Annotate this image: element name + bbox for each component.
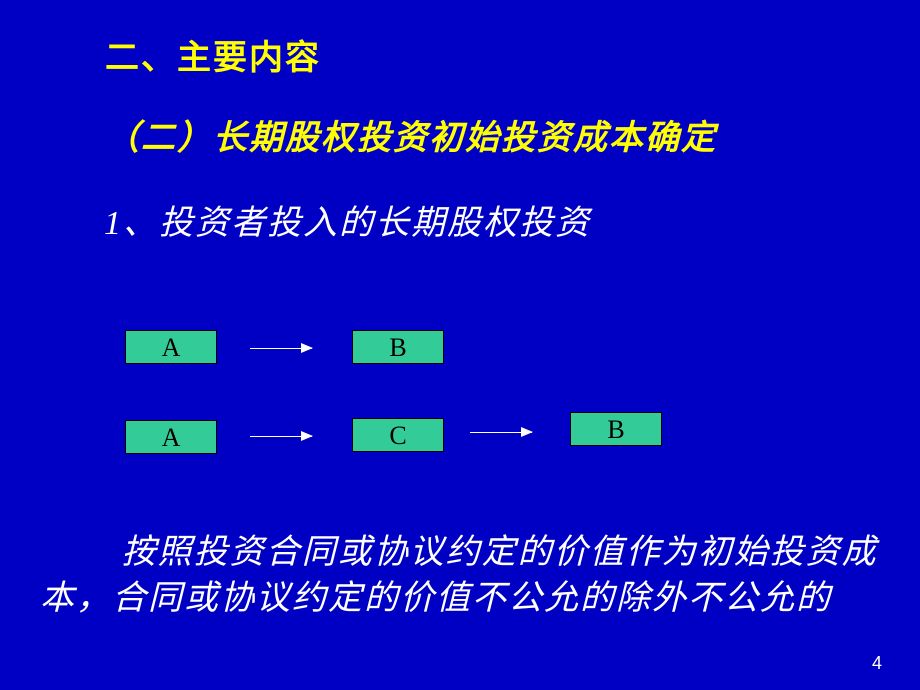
diagram-box-b1: B xyxy=(352,330,444,364)
diagram-box-a2: A xyxy=(125,420,217,454)
diagram-box-a1: A xyxy=(125,330,217,364)
list-item-1: 1、投资者投入的长期股权投资 xyxy=(104,195,591,244)
section-subtitle: （二）长期股权投资初始投资成本确定 xyxy=(105,110,717,159)
body-text-content: 按照投资合同或协议约定的价值作为初始投资成本，合同或协议约定的价值不公允的除外不… xyxy=(40,534,878,617)
arrow-icon xyxy=(250,348,312,349)
diagram-box-c: C xyxy=(352,418,444,452)
arrow-icon xyxy=(250,436,312,437)
section-title: 二、主要内容 xyxy=(105,30,321,79)
page-number: 4 xyxy=(872,653,882,674)
body-paragraph: 按照投资合同或协议约定的价值作为初始投资成本，合同或协议约定的价值不公允的除外不… xyxy=(40,530,880,622)
arrow-icon xyxy=(470,432,532,433)
diagram-box-b2: B xyxy=(570,412,662,446)
